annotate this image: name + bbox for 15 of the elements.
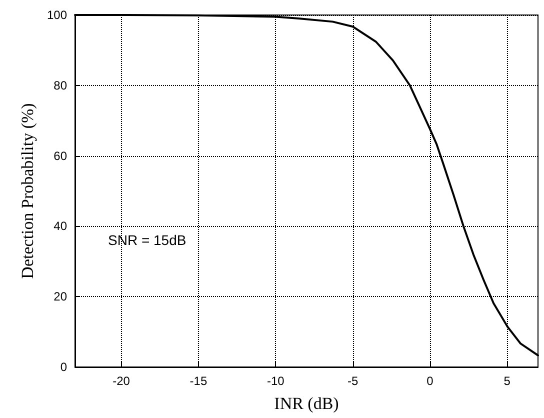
x-tick-label: 0 <box>426 374 434 388</box>
y-tick-label: 60 <box>54 148 68 163</box>
x-tick-label: 5 <box>504 374 511 388</box>
y-tick-label: 100 <box>46 8 68 22</box>
x-tick-label: -5 <box>347 374 358 388</box>
y-axis-title: Detection Probability (%) <box>18 103 38 279</box>
y-tick-label: 80 <box>54 78 68 92</box>
y-tick-label: 40 <box>54 219 68 234</box>
y-tick-label: 20 <box>54 290 68 304</box>
x-axis-title: INR (dB) <box>274 394 339 413</box>
x-tick-label: -15 <box>190 374 208 388</box>
x-tick-label: -10 <box>266 374 285 388</box>
x-tick-label: -20 <box>112 374 130 388</box>
y-tick-label: 0 <box>60 360 68 374</box>
annotation: SNR = 15dB <box>108 232 186 248</box>
